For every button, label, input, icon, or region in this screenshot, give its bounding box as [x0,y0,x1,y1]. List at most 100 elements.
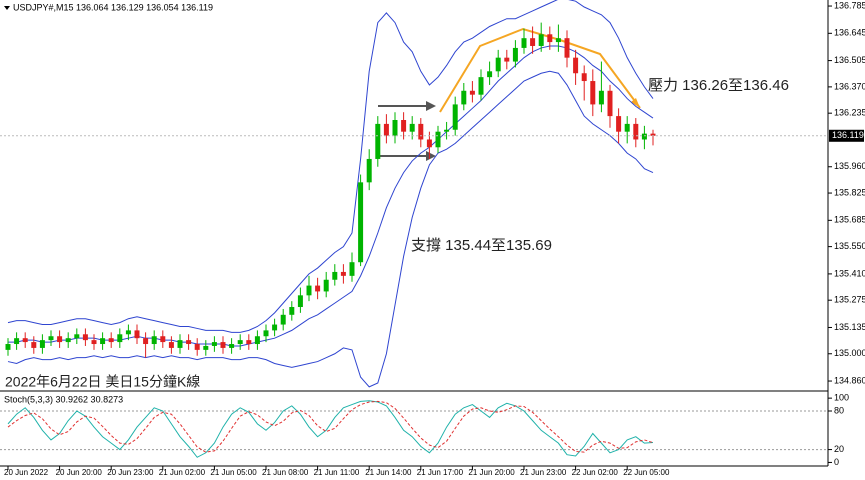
candle-body [616,116,622,132]
x-tick-label: 21 Jun 14:00 [365,468,412,477]
y-tick-label: 136.370 [834,81,865,91]
candle-body [332,271,338,280]
candle-body [512,47,518,62]
x-tick-label: 20 Jun 23:00 [107,468,154,477]
y-tick-label: 100 [834,393,849,403]
x-tick-label: 21 Jun 11:00 [314,468,360,477]
candle-body [246,340,252,345]
candle-body [547,34,553,43]
y-tick-label: 136.785 [834,0,865,10]
candle-body [143,338,149,345]
candle-body [289,307,295,315]
candle-body [340,271,346,276]
candle-body [349,262,355,276]
x-tick-label: 21 Jun 23:00 [520,468,567,477]
candle-body [229,344,235,348]
x-tick-label: 21 Jun 05:00 [210,468,257,477]
candle-body [504,57,510,62]
arrow-head [426,101,436,111]
candle-body [573,57,579,74]
x-tick-label: 21 Jun 02:00 [159,468,206,477]
candle-body [254,336,260,345]
candle-body [452,104,458,130]
x-tick-label: 21 Jun 17:00 [417,468,464,477]
y-tick-label: 135.960 [834,161,865,171]
candle-body [186,340,192,345]
candle-body [469,90,475,95]
stoch-line [7,400,654,458]
y-tick-label: 134.860 [834,375,865,385]
candle-body [487,71,493,78]
indicator-title: Stoch(5,3,3) 30.9262 30.8273 [4,394,123,404]
price-label-box [829,129,864,142]
candle-body [22,338,28,343]
candle-body [426,139,432,148]
candle-body [297,295,303,308]
x-tick-label: 22 Jun 02:00 [572,468,619,477]
chart-title: USDJPY#,M15 136.064 136.129 136.054 136.… [13,2,213,12]
candle-body [14,338,20,345]
candle-body [203,345,209,350]
candle-body [598,90,604,105]
candle-body [177,340,183,348]
y-tick-label: 20 [834,444,844,454]
y-tick-label: 135.000 [834,348,865,358]
candle-body [590,81,596,105]
candle-body [564,38,570,58]
candle-body [220,342,226,348]
x-tick-label: 20 Jun 2022 [4,468,49,477]
candle-body [108,338,114,343]
candle-body [641,133,647,140]
candle-body [650,133,656,136]
candle-body [39,340,45,348]
candle-body [65,338,71,343]
candle-body [74,334,80,339]
annotation: 支撐 135.44至135.69 [411,237,552,254]
candle-body [401,120,407,132]
stoch-line [7,400,654,453]
candle-body [478,77,484,95]
candle-body [418,123,424,140]
candle-body [555,38,561,43]
y-tick-label: 80 [834,405,844,415]
current-price: 136.119 [832,130,864,140]
candle-body [323,279,329,292]
y-tick-label: 0 [834,457,839,467]
candle-body [57,336,63,343]
band-line [7,0,654,333]
y-tick-label: 135.825 [834,187,865,197]
candle-body [392,120,398,136]
candle-body [383,123,389,136]
menu-icon [4,6,10,10]
candle-body [538,34,544,46]
band-line [8,45,654,347]
candle-body [125,330,131,335]
candle-body [91,340,97,345]
candle-body [461,90,467,105]
annotation: 2022年6月22日 美日15分鐘K線 [5,374,200,390]
candle-body [134,330,140,339]
y-tick-label: 135.135 [834,322,865,332]
candle-body [5,344,11,350]
x-tick-label: 22 Jun 05:00 [623,468,670,477]
candle-body [435,131,441,148]
y-tick-label: 136.645 [834,28,865,38]
candle-body [530,38,536,46]
candle-body [117,334,123,343]
y-tick-label: 136.505 [834,55,865,65]
y-tick-label: 135.275 [834,295,865,305]
candle-body [160,336,166,343]
candle-body [306,285,312,296]
candle-body [633,123,639,140]
y-tick-label: 135.550 [834,241,865,251]
x-tick-label: 21 Jun 20:00 [468,468,515,477]
candle-body [263,330,269,337]
band-line [7,70,654,388]
candle-body [272,324,278,331]
candle-body [495,57,501,72]
candle-body [581,73,587,82]
candle-body [375,123,381,159]
candle-body [358,182,364,263]
